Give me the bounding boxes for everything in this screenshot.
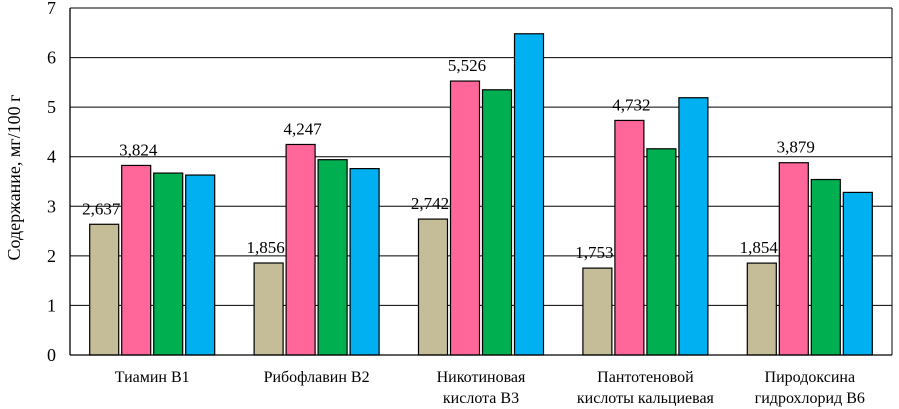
data-label: 1,753 [575,243,613,262]
bar [778,162,809,356]
bar [349,168,380,356]
bar [481,89,513,356]
y-tick-label: 1 [47,295,56,315]
x-category-label: Рибофлавин В2 [264,369,370,386]
data-label: 3,824 [119,140,158,159]
y-tick-label: 7 [47,0,56,18]
bar [153,172,184,356]
bar [810,178,841,356]
bar [121,164,152,356]
bar [513,33,545,356]
data-label: 1,856 [246,238,284,257]
bar [185,174,216,356]
data-label: 4,247 [283,119,322,138]
bar [89,223,120,356]
data-label: 2,742 [411,194,449,213]
y-tick-label: 2 [47,246,56,266]
bar [582,267,613,356]
bar [746,262,777,356]
y-tick-label: 6 [47,48,56,68]
x-category-label: Пантотеновой кислоты кальциевая [577,369,715,407]
y-axis-title: Содержание, мг/100 г [4,95,24,261]
data-label: 1,854 [740,238,779,257]
bars [89,33,873,356]
y-tick-label: 0 [47,345,56,365]
bar [253,262,284,356]
bar [646,148,677,356]
data-labels: 2,637 3,824 1,856 4,247 2,742 5,526 1,753 4,732… [82,56,815,262]
data-label: 2,637 [82,199,121,218]
axes [69,8,893,356]
y-tick-label: 4 [47,147,56,167]
x-category-labels: Тиамин В1 Рибофлавин В2 Никотиновая кислота… [115,369,865,407]
data-label: 5,526 [448,56,486,75]
y-tick-label: 3 [47,196,56,216]
bar [417,218,449,356]
y-tick-labels: 0 1 2 3 4 5 6 7 [47,0,56,365]
bar [285,143,316,356]
bar [317,159,348,356]
data-label: 4,732 [612,95,650,114]
x-category-label: Никотиновая кислота В3 [437,369,526,407]
x-category-label: Тиамин В1 [115,369,190,386]
y-tick-label: 5 [47,97,56,117]
bar [614,119,645,356]
bar [449,80,481,356]
bar [678,97,709,356]
x-category-label: Пиродоксина гидрохлорид В6 [755,369,865,407]
bar [842,191,873,356]
data-label: 3,879 [777,138,815,157]
